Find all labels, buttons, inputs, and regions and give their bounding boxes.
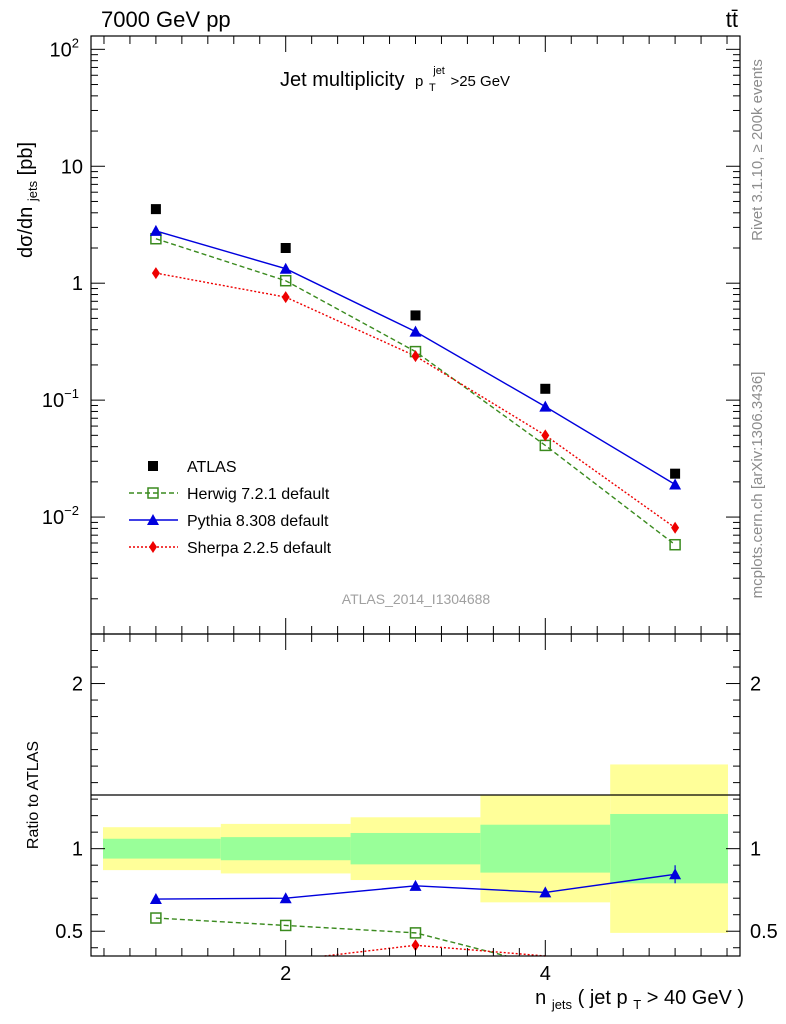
ratio-y-tick-label-right: 0.5: [750, 921, 778, 943]
ratio-y-tick-label-right: 2: [750, 674, 761, 696]
ratio-point: [409, 879, 422, 891]
x-label-post: > 40 GeV ): [647, 987, 744, 1009]
inner-band: [480, 824, 611, 873]
data-point: [670, 468, 681, 479]
x-label-sub: jets: [551, 997, 573, 1012]
x-tick-label: 4: [540, 963, 551, 985]
data-point: [539, 400, 552, 412]
ratio-point: [149, 893, 162, 905]
rivet-label: Rivet 3.1.10, ≥ 200k events: [749, 59, 766, 241]
data-point: [149, 224, 162, 236]
process-label: tt̄: [726, 7, 738, 32]
x-tick-label: 2: [280, 963, 291, 985]
energy-label: 7000 GeV pp: [101, 7, 231, 32]
ratio-panel: 2 2 1 1 0.5 0.5 2 4 Ratio to ATLAS n jets ( jet…: [25, 633, 778, 1014]
legend-label: ATLAS: [187, 459, 237, 476]
ratio-axis-ticks: 2 2 1 1 0.5 0.5 2 4: [55, 634, 778, 985]
y-tick-label: 102: [50, 35, 79, 61]
ratio-point: [539, 886, 552, 898]
title-annotation-rest: >25 GeV: [450, 73, 510, 90]
y-tick-label: 10: [61, 156, 83, 178]
ratio-y-tick-label: 1: [72, 839, 83, 861]
ratio-frame: [90, 633, 741, 957]
data-point: [669, 478, 682, 490]
legend-label: Sherpa 2.2.5 default: [187, 540, 332, 557]
data-point: [279, 262, 292, 274]
data-point: [409, 325, 422, 337]
plot-title-text: Jet multiplicity: [280, 69, 404, 91]
data-point: [280, 242, 291, 253]
main-axis-ticks: 102 10 1 10−1 10−2: [42, 35, 740, 634]
ratio-x-label: n jets ( jet p T > 40 GeV ): [535, 987, 744, 1014]
legend-marker: [148, 461, 158, 471]
data-point: [540, 383, 551, 394]
legend-marker: [147, 514, 159, 525]
ratio-y-tick-label: 2: [72, 674, 83, 696]
ratio-y-tick-label-right: 1: [750, 839, 761, 861]
x-label-sub2: T: [633, 997, 641, 1012]
ratio-line: [324, 944, 546, 957]
inner-band: [350, 832, 481, 865]
inner-band: [103, 838, 221, 859]
ratio-point: [409, 927, 422, 939]
main-series-markers: [149, 204, 682, 551]
legend-label: Herwig 7.2.1 default: [187, 486, 330, 503]
legend-marker: [149, 541, 157, 553]
x-label-pre: n: [535, 987, 546, 1009]
ratio-point: [279, 919, 292, 932]
ratio-line: [155, 917, 507, 957]
ratio-point: [411, 939, 420, 952]
main-y-label-post: [pb]: [15, 142, 37, 175]
main-y-label: dσ/dn jets [pb]: [15, 142, 42, 258]
y-tick-label: 10−1: [42, 386, 79, 412]
data-point: [410, 310, 421, 321]
main-panel: 102 10 1 10−1 10−2 Jet multiplicity p T jet …: [15, 35, 741, 635]
legend: ATLAS Herwig 7.2.1 default Pythia 8.308 de…: [129, 459, 332, 557]
ratio-y-label: Ratio to ATLAS: [25, 741, 42, 849]
inner-band: [220, 837, 351, 861]
y-tick-label: 10−2: [42, 503, 79, 529]
data-point: [281, 291, 290, 304]
data-point: [541, 429, 550, 442]
data-point: [279, 274, 292, 287]
ratio-y-tick-label: 0.5: [55, 921, 83, 943]
ratio-series-markers: [149, 865, 682, 952]
data-point: [669, 538, 681, 551]
series-line: [155, 272, 676, 529]
data-point: [151, 267, 160, 280]
inner-band: [610, 813, 728, 884]
plot-title: Jet multiplicity p T jet >25 GeV: [280, 57, 510, 96]
ratio-point: [279, 892, 292, 904]
analysis-id: ATLAS_2014_I1304688: [342, 591, 491, 607]
main-y-label-sub: jets: [25, 180, 40, 202]
title-annotation-sup: jet: [432, 65, 445, 77]
legend-label: Pythia 8.308 default: [187, 513, 329, 530]
x-label-mid: ( jet p: [578, 987, 628, 1009]
title-annotation-sub: T: [429, 82, 436, 94]
ratio-point: [150, 912, 162, 924]
main-y-label-pre: dσ/dn: [15, 207, 37, 258]
data-point: [150, 204, 161, 215]
data-point: [671, 521, 680, 534]
data-point: [411, 350, 420, 363]
title-annotation-p: p: [415, 73, 423, 90]
y-tick-label: 1: [72, 273, 83, 295]
legend-marker: [147, 487, 159, 499]
mcplots-label: mcplots.cern.ch [arXiv:1306.3436]: [749, 372, 766, 599]
uncertainty-bands: [103, 764, 728, 933]
